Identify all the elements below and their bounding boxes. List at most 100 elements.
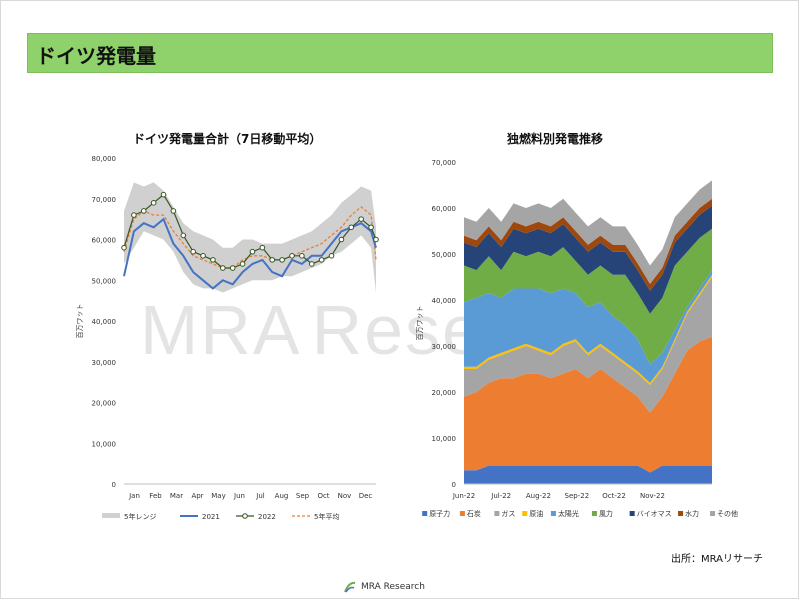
watermark-text-2: Rese: [311, 291, 483, 369]
logo-text: MRA Research: [361, 582, 425, 592]
y-tick-label: 60,000: [92, 237, 117, 245]
legend-label: 2022: [258, 513, 276, 521]
series-2021-line: [123, 217, 377, 290]
x-tick-label: Jul-22: [490, 492, 511, 500]
series-2022-point: [249, 248, 256, 255]
legend-label: 原油: [529, 509, 543, 518]
mra-logo-icon: [344, 581, 356, 593]
x-tick-label: May: [211, 492, 225, 500]
series-2022-point: [180, 232, 187, 239]
x-tick-label: Sep-22: [565, 492, 590, 500]
x-tick-label: Feb: [149, 492, 162, 500]
series-2022-point: [150, 200, 157, 206]
series-2022-point: [220, 265, 226, 271]
legend-marker-2022: [242, 513, 248, 519]
right-chart-title: 独燃料別発電推移: [507, 132, 604, 146]
series-2022-point: [373, 236, 379, 243]
area-coal: [464, 336, 712, 473]
legend-swatch-oil: [522, 511, 528, 516]
watermark: MRA Rese: [140, 290, 483, 370]
legend-label: バイオマス: [637, 510, 672, 518]
series-2022-point: [160, 191, 167, 198]
y-tick-label: 80,000: [92, 155, 117, 163]
right-chart: 0 10,000 20,000 30,000 40,000 50,000 60,000 70,…: [416, 159, 738, 518]
legend-label: 原子力: [429, 509, 450, 518]
legend-label: 5年平均: [314, 512, 339, 521]
x-tick-label: Oct: [317, 492, 329, 500]
y-tick-label: 10,000: [92, 440, 117, 448]
y-axis-label: 百万ワット: [416, 306, 424, 341]
y-tick-label: 20,000: [92, 400, 117, 408]
y-tick-label: 70,000: [92, 196, 117, 204]
legend-swatch-range: [102, 513, 120, 518]
y-tick-label: 10,000: [432, 435, 457, 443]
legend-swatch-gas: [494, 511, 500, 516]
series-2022-point: [259, 244, 266, 251]
legend-swatch-nuclear: [422, 511, 428, 516]
x-tick-label: Sep: [296, 492, 310, 500]
header-bar: ドイツ発電量: [27, 33, 773, 73]
series-2022-point: [328, 253, 335, 259]
page-title: ドイツ発電量: [36, 44, 156, 68]
source-note: 出所：MRAリサーチ: [670, 554, 763, 565]
x-tick-label: Aug: [275, 492, 289, 500]
series-2022-point: [279, 257, 285, 263]
legend-label: その他: [717, 509, 738, 518]
left-chart-title: ドイツ発電量合計（7日移動平均）: [133, 132, 322, 146]
y-tick-label: 40,000: [92, 318, 117, 326]
area-wind: [464, 228, 712, 365]
legend-swatch-coal: [459, 511, 465, 516]
legend-swatch-hydro: [678, 511, 684, 516]
y-tick-label: 30,000: [432, 343, 457, 351]
x-tick-label: Apr: [191, 492, 203, 500]
series-2022-point: [140, 208, 147, 214]
x-tick-label: Nov-22: [640, 492, 665, 500]
legend-label: 水力: [685, 509, 699, 518]
series-2022-point: [229, 265, 236, 271]
x-tick-label: Jul: [255, 492, 265, 500]
series-2022-point: [210, 257, 216, 263]
avg-5yr-line: [123, 206, 377, 269]
x-tick-label: Aug-22: [526, 492, 551, 500]
series-2022-point: [170, 208, 177, 214]
series-2022-point: [368, 224, 374, 231]
series-2022-point: [200, 253, 206, 259]
area-other: [464, 180, 712, 284]
series-2022-point: [358, 216, 364, 222]
legend-label: 石炭: [467, 510, 481, 518]
area-biomass: [464, 205, 712, 314]
series-2022-point: [190, 248, 196, 255]
area-solar: [464, 270, 712, 383]
x-tick-label: Nov: [338, 492, 352, 500]
legend-label: ガス: [501, 509, 515, 518]
legend-label: 5年レンジ: [124, 512, 156, 521]
y-tick-label: 70,000: [432, 159, 457, 167]
legend-label: 2021: [202, 513, 220, 521]
y-tick-label: 20,000: [432, 389, 457, 397]
series-2022-point: [269, 257, 276, 263]
x-tick-label: Jan: [128, 492, 140, 500]
left-chart: 0 10,000 20,000 30,000 40,000 50,000 60,000 70,…: [76, 155, 379, 521]
series-2022-point: [348, 224, 355, 231]
y-tick-label: 30,000: [92, 359, 117, 367]
y-tick-label: 40,000: [432, 297, 457, 305]
series-2022-point: [289, 253, 295, 259]
series-2022-point: [338, 236, 345, 243]
y-tick-label: 0: [452, 481, 456, 489]
y-tick-label: 50,000: [432, 251, 457, 259]
series-2022-point: [121, 244, 127, 251]
watermark-text-1: MRA: [140, 291, 302, 369]
legend-swatch-other: [710, 511, 716, 516]
series-2022-point: [131, 212, 137, 218]
y-tick-label: 0: [112, 481, 116, 489]
legend-label: 太陽光: [558, 509, 579, 518]
area-nuclear: [464, 465, 712, 484]
series-2022-point: [299, 253, 305, 259]
x-tick-label: Dec: [359, 492, 373, 500]
range-band-5yr: [124, 182, 376, 293]
x-tick-label: Oct-22: [602, 492, 626, 500]
y-tick-label: 50,000: [92, 277, 117, 285]
series-2022-point: [318, 257, 325, 263]
legend-label: 風力: [599, 509, 613, 518]
